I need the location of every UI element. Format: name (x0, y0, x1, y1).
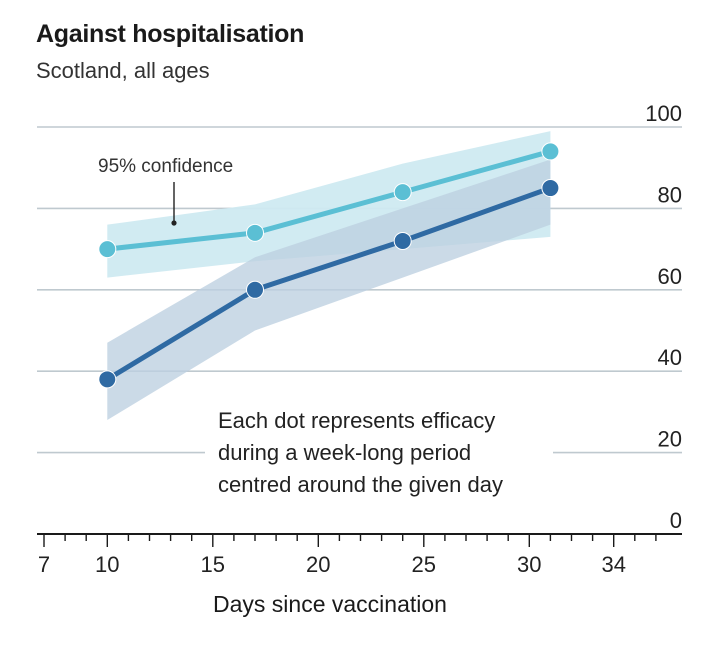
x-axis-label: Days since vaccination (213, 591, 447, 617)
x-tick-label: 30 (517, 552, 541, 577)
confidence-band-2 (107, 159, 551, 421)
x-tick-label: 34 (601, 552, 625, 577)
note-line: during a week-long period (218, 440, 471, 465)
y-tick-label: 40 (658, 345, 682, 370)
data-point (541, 179, 560, 198)
y-tick-label: 100 (645, 101, 682, 126)
x-tick-label: 7 (38, 552, 50, 577)
series-line-1 (107, 149, 552, 252)
confidence-label: 95% confidence (98, 156, 233, 177)
note-line: Each dot represents efficacy (218, 408, 495, 433)
x-tick-label: 10 (95, 552, 119, 577)
series-line-2 (106, 185, 552, 382)
y-tick-label: 80 (658, 182, 682, 207)
chart-subtitle: Scotland, all ages (36, 58, 210, 83)
data-point (393, 231, 412, 250)
y-tick-label: 20 (658, 427, 682, 452)
x-tick-label: 20 (306, 552, 330, 577)
x-tick-label: 15 (201, 552, 225, 577)
data-point (246, 280, 264, 299)
y-tick-label: 60 (658, 264, 682, 289)
confidence-pointer-dot (171, 220, 177, 226)
chart-title: Against hospitalisation (36, 20, 305, 48)
data-point (98, 240, 117, 259)
note-background (205, 440, 553, 464)
data-point (246, 223, 264, 242)
note-line: centred around the given day (218, 472, 503, 497)
data-point (393, 183, 412, 202)
x-tick-label: 25 (412, 552, 436, 577)
data-point (541, 142, 560, 161)
y-tick-label: 0 (670, 508, 682, 533)
data-point (98, 370, 117, 389)
